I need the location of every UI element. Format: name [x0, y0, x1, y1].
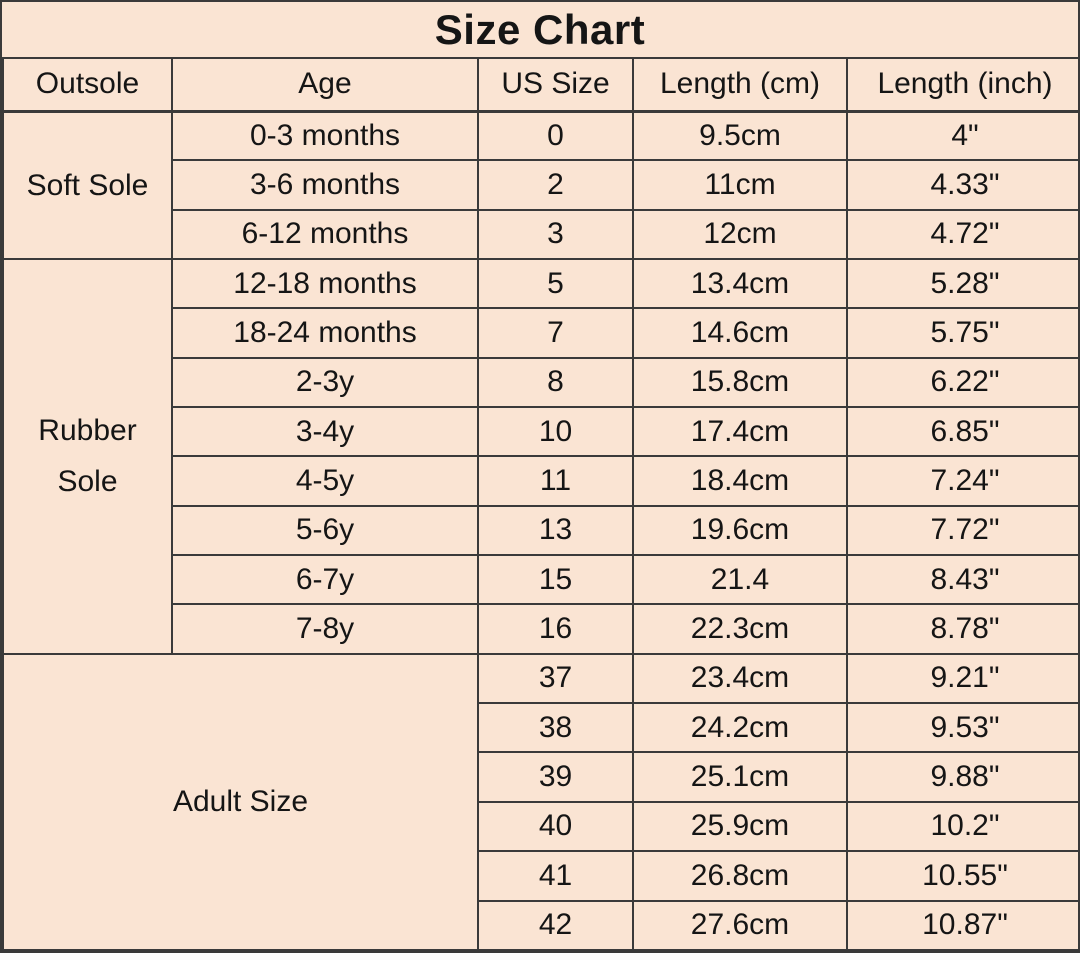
table-row: 4-5y 11 18.4cm 7.24" — [3, 455, 1080, 507]
header-row: Outsole Age US Size Length (cm) Length (… — [2, 57, 1080, 113]
us-size-cell: 0 — [477, 109, 634, 162]
table-row: 6-7y 15 21.4 8.43" — [3, 554, 1080, 606]
length-inch-cell: 4.72" — [846, 208, 1080, 261]
length-cm-cell: 13.4cm — [632, 258, 848, 310]
age-cell: 5-6y — [171, 504, 479, 557]
age-cell: 0-3 months — [171, 109, 479, 162]
us-size-cell: 40 — [477, 800, 634, 853]
length-inch-cell: 8.43" — [846, 554, 1080, 606]
length-cm-cell: 24.2cm — [632, 702, 848, 754]
us-size-cell: 37 — [477, 652, 634, 705]
table-row: 6-12 months 3 12cm 4.72" — [3, 208, 1080, 261]
length-cm-cell: 21.4 — [632, 554, 848, 606]
length-cm-cell: 9.5cm — [632, 109, 848, 162]
us-size-cell: 16 — [477, 603, 634, 655]
us-size-cell: 38 — [477, 702, 634, 754]
length-inch-cell: 7.72" — [846, 504, 1080, 557]
table-row: 39 25.1cm 9.88" — [3, 751, 1080, 803]
table-row: 3-6 months 2 11cm 4.33" — [3, 159, 1080, 211]
table-row: 41 26.8cm 10.55" — [3, 850, 1080, 902]
size-chart-table: Outsole Age US Size Length (cm) Length (… — [2, 57, 1080, 952]
table-header: Outsole Age US Size Length (cm) Length (… — [2, 57, 1080, 113]
table-row: Rubber Sole 12-18 months 5 13.4cm 5.28" — [2, 258, 1080, 655]
length-cm-cell: 27.6cm — [632, 899, 848, 951]
us-size-cell: 13 — [477, 504, 634, 557]
us-size-cell: 15 — [477, 554, 634, 606]
length-inch-cell: 9.53" — [846, 702, 1080, 754]
age-cell: 18-24 months — [171, 307, 479, 359]
table-row: 40 25.9cm 10.2" — [3, 800, 1080, 853]
us-size-cell: 7 — [477, 307, 634, 359]
us-size-cell: 2 — [477, 159, 634, 211]
length-cm-cell: 14.6cm — [632, 307, 848, 359]
length-inch-cell: 6.85" — [846, 406, 1080, 458]
age-cell: 6-7y — [171, 554, 479, 606]
age-cell: 2-3y — [171, 356, 479, 409]
outsole-group-label: Soft Sole — [2, 109, 173, 261]
age-cell: 7-8y — [171, 603, 479, 655]
length-cm-cell: 25.9cm — [632, 800, 848, 853]
length-cm-cell: 22.3cm — [632, 603, 848, 655]
size-table-body: Soft Sole 0-3 months 0 9.5cm 4" 3-6 months 2 11… — [2, 109, 1080, 952]
length-cm-cell: 15.8cm — [632, 356, 848, 409]
age-cell: 3-4y — [171, 406, 479, 458]
length-cm-cell: 25.1cm — [632, 751, 848, 803]
length-cm-cell: 23.4cm — [632, 652, 848, 705]
length-inch-cell: 10.87" — [846, 899, 1080, 951]
length-inch-cell: 9.21" — [846, 652, 1080, 705]
length-cm-cell: 19.6cm — [632, 504, 848, 557]
age-cell: 12-18 months — [171, 258, 479, 310]
length-inch-cell: 6.22" — [846, 356, 1080, 409]
us-size-cell: 5 — [477, 258, 634, 310]
us-size-cell: 3 — [477, 208, 634, 261]
table-row: 38 24.2cm 9.53" — [3, 702, 1080, 754]
length-cm-cell: 11cm — [632, 159, 848, 211]
length-inch-cell: 5.28" — [846, 258, 1080, 310]
header-length-inch: Length (inch) — [846, 57, 1080, 113]
header-us-size: US Size — [477, 57, 634, 113]
page-title: Size Chart — [434, 5, 646, 53]
table-row: 2-3y 8 15.8cm 6.22" — [3, 356, 1080, 409]
outsole-group-label: Rubber Sole — [2, 258, 173, 655]
length-cm-cell: 17.4cm — [632, 406, 848, 458]
outsole-group-label: Adult Size — [2, 652, 479, 952]
header-length-cm: Length (cm) — [632, 57, 848, 113]
table-row: 7-8y 16 22.3cm 8.78" — [3, 603, 1080, 655]
us-size-cell: 39 — [477, 751, 634, 803]
table-row: Adult Size 37 23.4cm 9.21" — [2, 652, 1080, 952]
length-inch-cell: 5.75" — [846, 307, 1080, 359]
length-inch-cell: 10.55" — [846, 850, 1080, 902]
us-size-cell: 8 — [477, 356, 634, 409]
table-row: 5-6y 13 19.6cm 7.72" — [3, 504, 1080, 557]
us-size-cell: 11 — [477, 455, 634, 507]
header-age: Age — [171, 57, 479, 113]
table-row: 3-4y 10 17.4cm 6.85" — [3, 406, 1080, 458]
length-cm-cell: 26.8cm — [632, 850, 848, 902]
length-inch-cell: 7.24" — [846, 455, 1080, 507]
length-inch-cell: 4.33" — [846, 159, 1080, 211]
age-cell: 4-5y — [171, 455, 479, 507]
table-row: Soft Sole 0-3 months 0 9.5cm 4" — [2, 109, 1080, 261]
age-cell: 6-12 months — [171, 208, 479, 261]
us-size-cell: 10 — [477, 406, 634, 458]
header-outsole: Outsole — [2, 57, 173, 113]
length-cm-cell: 18.4cm — [632, 455, 848, 507]
table-row: 42 27.6cm 10.87" — [3, 899, 1080, 951]
table-row: 18-24 months 7 14.6cm 5.75" — [3, 307, 1080, 359]
us-size-cell: 41 — [477, 850, 634, 902]
us-size-cell: 42 — [477, 899, 634, 951]
age-cell: 3-6 months — [171, 159, 479, 211]
length-inch-cell: 4" — [846, 109, 1080, 162]
length-cm-cell: 12cm — [632, 208, 848, 261]
length-inch-cell: 10.2" — [846, 800, 1080, 853]
length-inch-cell: 8.78" — [846, 603, 1080, 655]
length-inch-cell: 9.88" — [846, 751, 1080, 803]
